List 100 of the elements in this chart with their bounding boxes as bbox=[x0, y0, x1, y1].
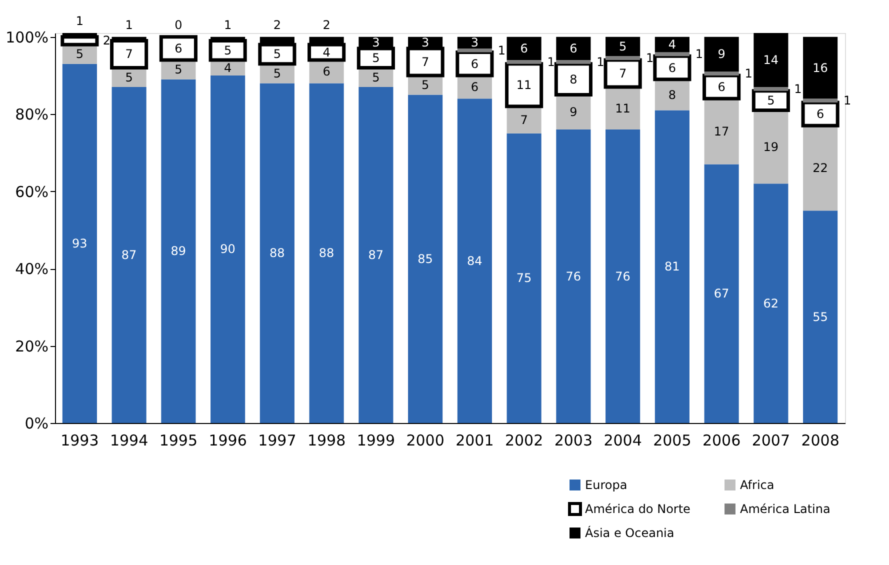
data-label: 6 bbox=[174, 41, 182, 56]
data-label: 5 bbox=[767, 94, 775, 108]
legend-label: América Latina bbox=[740, 502, 830, 516]
legend-label: Ásia e Oceania bbox=[585, 525, 674, 540]
data-label: 76 bbox=[566, 269, 582, 284]
data-label: 6 bbox=[470, 80, 479, 94]
data-label: 1 bbox=[224, 18, 232, 32]
legend-label: Europa bbox=[585, 478, 628, 492]
bar bbox=[754, 87, 788, 91]
bar bbox=[654, 36, 690, 52]
x-tick-label: 2007 bbox=[752, 432, 790, 450]
bar bbox=[457, 48, 492, 52]
data-label: 8 bbox=[668, 88, 676, 102]
data-label: 4 bbox=[322, 45, 330, 60]
x-tick-label: 2004 bbox=[604, 432, 642, 450]
x-tick-label: 1997 bbox=[258, 432, 296, 450]
data-label: 1 bbox=[125, 18, 133, 32]
data-label: 7 bbox=[618, 66, 627, 81]
x-tick-label: 2003 bbox=[554, 432, 593, 450]
bar bbox=[754, 184, 788, 423]
bar bbox=[704, 164, 739, 423]
bar bbox=[161, 79, 196, 423]
data-label: 0 bbox=[174, 18, 182, 32]
bar bbox=[803, 98, 838, 103]
data-label: 7 bbox=[421, 54, 430, 69]
bar bbox=[803, 36, 838, 99]
data-label: 17 bbox=[714, 124, 730, 138]
data-label: 88 bbox=[270, 246, 285, 260]
data-label: 5 bbox=[372, 70, 380, 84]
data-label: 6 bbox=[322, 64, 330, 79]
data-label: 5 bbox=[273, 47, 282, 62]
data-label: 90 bbox=[220, 242, 236, 256]
y-tick-label: 80% bbox=[15, 106, 48, 124]
bar bbox=[704, 72, 739, 76]
x-tick-label: 1993 bbox=[60, 432, 99, 450]
data-label: 9 bbox=[718, 47, 726, 62]
bar bbox=[506, 133, 542, 423]
x-tick-label: 1998 bbox=[307, 432, 346, 450]
bar bbox=[408, 94, 443, 423]
data-label: 1 bbox=[695, 47, 704, 62]
bar bbox=[556, 60, 591, 64]
bar bbox=[606, 56, 640, 60]
data-label: 3 bbox=[372, 36, 380, 50]
y-tick-label: 60% bbox=[15, 182, 48, 201]
data-label: 7 bbox=[520, 112, 528, 127]
x-tick-label: 1996 bbox=[208, 432, 247, 450]
data-label: 1 bbox=[596, 54, 604, 69]
data-label: 55 bbox=[812, 310, 828, 324]
data-label: 11 bbox=[615, 101, 630, 116]
data-label: 81 bbox=[664, 260, 680, 274]
y-tick-label: 40% bbox=[15, 260, 48, 278]
data-label: 1 bbox=[76, 14, 84, 28]
data-label: 1 bbox=[646, 51, 654, 66]
data-label: 62 bbox=[763, 296, 779, 310]
data-label: 14 bbox=[763, 53, 779, 68]
x-tick-label: 2006 bbox=[702, 432, 741, 450]
bar bbox=[358, 87, 394, 423]
data-label: 2 bbox=[322, 18, 330, 32]
data-label: 19 bbox=[763, 140, 779, 154]
bar bbox=[754, 33, 788, 88]
data-label: 22 bbox=[812, 161, 828, 176]
data-label: 1 bbox=[744, 66, 752, 81]
data-label: 3 bbox=[421, 36, 430, 50]
bar bbox=[654, 110, 690, 423]
data-label: 1 bbox=[794, 82, 802, 96]
data-label: 93 bbox=[72, 236, 88, 250]
data-label: 6 bbox=[520, 41, 528, 56]
data-label: 9 bbox=[570, 105, 578, 120]
bar bbox=[457, 98, 492, 423]
x-tick-label: 2005 bbox=[653, 432, 692, 450]
data-label: 5 bbox=[618, 40, 627, 54]
data-label: 5 bbox=[174, 62, 182, 77]
data-label: 7 bbox=[125, 47, 133, 62]
bar bbox=[704, 36, 739, 72]
data-label: 75 bbox=[516, 271, 532, 286]
data-label: 8 bbox=[570, 72, 578, 86]
bar bbox=[654, 52, 690, 56]
data-label: 1 bbox=[498, 43, 506, 58]
data-label: 67 bbox=[714, 286, 730, 301]
data-label: 76 bbox=[615, 269, 630, 284]
data-label: 6 bbox=[718, 80, 726, 94]
y-tick-label: 0% bbox=[24, 414, 48, 432]
data-label: 5 bbox=[421, 78, 430, 92]
bar bbox=[556, 130, 591, 423]
data-label: 88 bbox=[318, 246, 334, 260]
data-label: 5 bbox=[76, 47, 84, 62]
bar bbox=[506, 36, 542, 60]
x-tick-label: 1999 bbox=[356, 432, 396, 450]
x-tick-label: 1994 bbox=[110, 432, 148, 450]
data-label: 6 bbox=[470, 56, 479, 71]
x-tick-label: 2008 bbox=[801, 432, 840, 450]
bar bbox=[260, 83, 294, 423]
x-tick-label: 2000 bbox=[406, 432, 444, 450]
bar bbox=[112, 87, 146, 423]
data-label: 84 bbox=[467, 254, 482, 268]
x-tick-label: 2001 bbox=[456, 432, 494, 450]
data-label: 5 bbox=[273, 66, 282, 81]
data-label: 11 bbox=[516, 78, 532, 92]
bar bbox=[606, 36, 640, 56]
bar bbox=[606, 130, 640, 423]
